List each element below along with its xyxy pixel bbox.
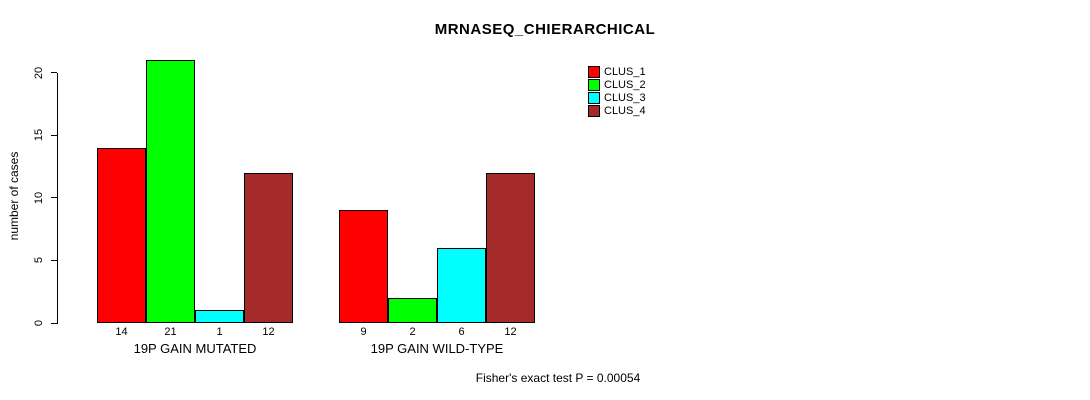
bar-value-label: 2 [409,326,416,338]
fisher-test-annotation: Fisher's exact test P = 0.00054 [475,371,641,385]
bar-value-label: 12 [504,326,517,338]
y-tick-label: 15 [33,128,45,142]
legend-swatch [588,66,600,78]
y-tick-mark [51,197,57,199]
legend-label: CLUS_2 [604,79,646,91]
y-axis-label: number of cases [7,151,21,241]
y-axis-line [57,73,58,324]
bar-clus_3-group2 [437,248,486,323]
legend-item-clus_1: CLUS_1 [588,66,668,78]
y-tick-mark [51,259,57,261]
legend-item-clus_2: CLUS_2 [588,79,668,91]
bar-clus_1-group2 [339,210,388,323]
legend-swatch [588,105,600,117]
y-tick-label: 20 [33,66,45,80]
legend-label: CLUS_3 [604,92,646,104]
bar-value-label: 6 [458,326,465,338]
y-tick-mark [51,322,57,324]
legend-swatch [588,92,600,104]
bar-value-label: 1 [216,326,223,338]
legend-label: CLUS_1 [604,66,646,78]
y-tick-label: 0 [33,319,45,327]
bar-clus_4-group1 [244,173,293,323]
y-tick-mark [51,72,57,73]
bar-value-label: 14 [115,326,128,338]
bar-clus_4-group2 [486,173,535,323]
legend-item-clus_4: CLUS_4 [588,105,668,117]
chart-title: MRNASEQ_CHIERARCHICAL [434,21,656,38]
group-label: 19P GAIN WILD-TYPE [370,341,504,356]
bar-value-label: 9 [360,326,367,338]
bar-clus_3-group1 [195,310,244,323]
bar-clus_2-group1 [146,60,195,323]
bar-clus_2-group2 [388,298,437,323]
y-tick-mark [51,134,57,136]
y-tick-label: 5 [33,256,45,264]
bar-clus_1-group1 [97,148,146,323]
bar-value-label: 12 [262,326,275,338]
legend-swatch [588,79,600,91]
legend-label: CLUS_4 [604,105,646,117]
y-tick-label: 10 [33,191,45,205]
legend-item-clus_3: CLUS_3 [588,92,668,104]
group-label: 19P GAIN MUTATED [133,341,257,356]
bar-value-label: 21 [164,326,177,338]
